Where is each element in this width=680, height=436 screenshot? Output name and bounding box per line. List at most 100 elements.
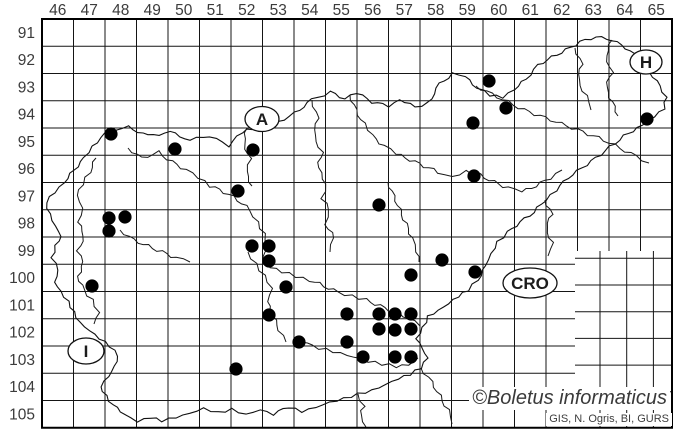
occurrence-dot — [246, 143, 260, 157]
row-label-93: 93 — [18, 79, 35, 96]
occurrence-dot — [102, 224, 116, 238]
occurrence-dot — [467, 169, 481, 183]
country-label-ellipse — [244, 105, 280, 133]
river-line — [311, 99, 335, 253]
country-label-hungary: H — [629, 49, 663, 75]
row-label-101: 101 — [9, 297, 35, 314]
river-line — [243, 127, 253, 187]
col-label-48: 48 — [112, 2, 129, 19]
col-label-61: 61 — [522, 2, 539, 19]
axis-labels: 46 47 48 49 50 51 52 53 54 55 56 57 58 59 60 61 62 63 64 65… — [9, 2, 665, 423]
occurrence-dot — [404, 322, 418, 336]
col-label-53: 53 — [270, 2, 287, 19]
col-label-49: 49 — [144, 2, 161, 19]
occurrence-dot — [340, 307, 354, 321]
occurrence-dot — [168, 142, 182, 156]
col-label-60: 60 — [490, 2, 508, 19]
occurrence-dot — [229, 362, 243, 376]
row-label-95: 95 — [18, 134, 35, 151]
occurrence-dot — [388, 350, 402, 364]
river-line — [349, 94, 563, 193]
row-label-96: 96 — [18, 161, 35, 178]
row-label-104: 104 — [9, 379, 35, 396]
row-label-103: 103 — [9, 352, 35, 369]
col-label-62: 62 — [553, 2, 570, 19]
river-line — [544, 199, 555, 257]
occurrence-dot — [104, 127, 118, 141]
river-line — [606, 39, 619, 117]
country-label-text: CRO — [511, 274, 549, 293]
occurrence-dot — [388, 307, 402, 321]
country-label-croatia: CRO — [502, 267, 558, 299]
col-label-65: 65 — [648, 2, 665, 19]
occurrence-dot — [118, 210, 132, 224]
row-label-92: 92 — [18, 52, 35, 69]
utm-grid — [41, 18, 673, 429]
col-label-51: 51 — [207, 2, 224, 19]
col-label-47: 47 — [81, 2, 98, 19]
river-line — [574, 47, 592, 111]
watermark-text: ©Boletus informaticus — [469, 387, 670, 410]
occurrence-dots — [85, 74, 654, 376]
occurrence-dot — [468, 265, 482, 279]
occurrence-dot — [404, 350, 418, 364]
col-label-59: 59 — [459, 2, 476, 19]
col-label-50: 50 — [175, 2, 193, 19]
river-line — [357, 393, 367, 428]
occurrence-dot — [279, 280, 293, 294]
river-line — [75, 157, 101, 325]
row-label-105: 105 — [9, 406, 35, 423]
country-label-text: A — [256, 110, 268, 129]
col-label-52: 52 — [238, 2, 255, 19]
row-label-100: 100 — [9, 270, 35, 287]
river-line — [420, 367, 453, 425]
col-label-56: 56 — [364, 2, 381, 19]
col-label-55: 55 — [333, 2, 350, 19]
country-label-austria: A — [244, 105, 280, 133]
col-label-46: 46 — [49, 2, 66, 19]
row-label-99: 99 — [18, 243, 35, 260]
row-label-102: 102 — [9, 325, 35, 342]
occurrence-dot — [466, 116, 480, 130]
row-label-94: 94 — [18, 107, 36, 124]
occurrence-dot — [85, 279, 99, 293]
occurrence-dot — [404, 268, 418, 282]
occurrence-dot — [482, 74, 496, 88]
row-label-97: 97 — [18, 188, 35, 205]
occurrence-dot — [356, 350, 370, 364]
river-line — [387, 181, 420, 263]
occurrence-dot — [262, 254, 276, 268]
occurrence-dot — [640, 112, 654, 126]
river-line — [119, 229, 191, 263]
occurrence-dot — [102, 211, 116, 225]
river-line — [247, 251, 287, 343]
occurrence-dot — [231, 184, 245, 198]
occurrence-dot — [435, 253, 449, 267]
country-border — [46, 36, 668, 423]
credits-text: GIS, N. Ogris, BI, GURS — [546, 413, 672, 426]
occurrence-dot — [404, 307, 418, 321]
occurrence-dot — [372, 198, 386, 212]
col-label-57: 57 — [396, 2, 413, 19]
occurrence-dot — [262, 239, 276, 253]
occurrence-dot — [262, 308, 276, 322]
occurrence-dot — [499, 101, 513, 115]
occurrence-dot — [292, 335, 306, 349]
col-label-64: 64 — [616, 2, 634, 19]
country-label-ellipse — [502, 267, 558, 299]
river-line — [475, 85, 650, 164]
col-label-63: 63 — [585, 2, 602, 19]
country-label-ellipse — [629, 49, 663, 75]
country-label-text: I — [84, 342, 89, 361]
row-label-91: 91 — [18, 25, 35, 42]
country-label-text: H — [640, 53, 652, 72]
occurrence-dot — [372, 322, 386, 336]
occurrence-dot — [245, 239, 259, 253]
col-label-58: 58 — [427, 2, 444, 19]
rivers — [75, 39, 650, 428]
occurrence-dot — [388, 323, 402, 337]
country-label-italy: I — [67, 337, 105, 365]
occurrence-dot — [372, 307, 386, 321]
